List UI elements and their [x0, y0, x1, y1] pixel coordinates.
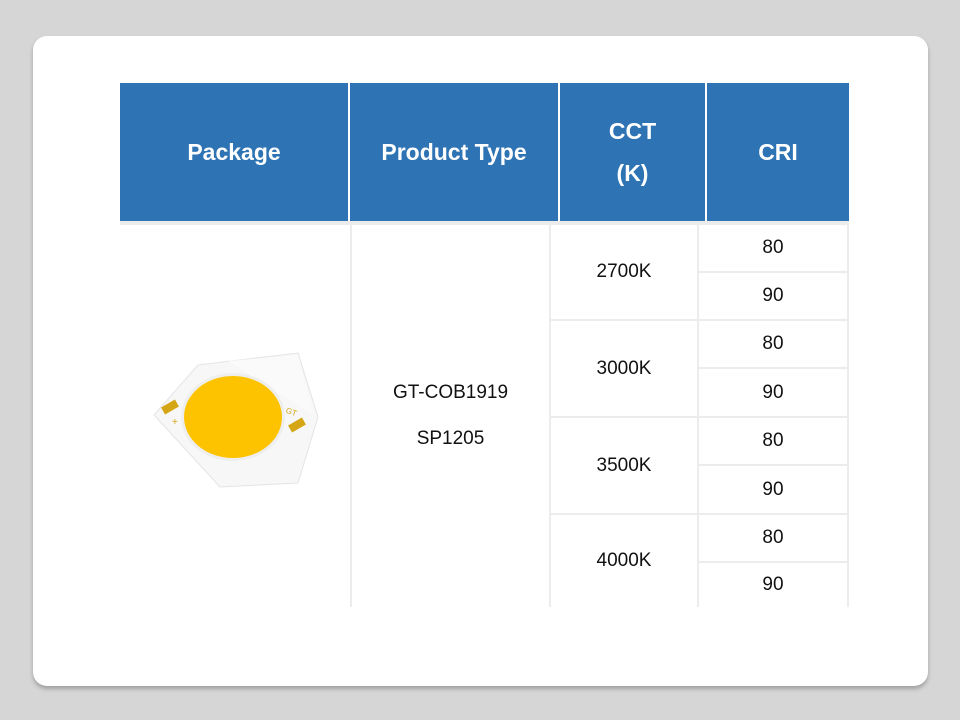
header-cct-line1: CCT [608, 118, 657, 144]
cri-cell: 80 [699, 225, 847, 271]
cri-cell: 90 [699, 273, 847, 319]
product-type-cell: GT-COB1919 SP1205 [352, 225, 549, 607]
header-cct-line2: (K) [616, 160, 649, 186]
cct-cell: 2700K [551, 225, 697, 319]
product-type-line1: GT-COB1919 [392, 382, 509, 403]
cri-cell: 90 [699, 563, 847, 607]
header-cct: CCT (K) [560, 83, 705, 221]
package-cell: + GT [120, 225, 350, 607]
cob-led-chip-icon: + GT [153, 352, 319, 488]
cct-cell: 3500K [551, 418, 697, 513]
header-cri: CRI [707, 83, 849, 221]
cri-cell: 80 [699, 515, 847, 561]
svg-text:+: + [172, 417, 178, 428]
product-type-line2: SP1205 [416, 428, 485, 449]
table-body: + GT GT-COB1919 SP1205 2700K 80 90 3000K 80 9… [120, 221, 849, 607]
header-product-type: Product Type [350, 83, 558, 221]
svg-text:GT: GT [285, 406, 299, 418]
cri-cell: 90 [699, 369, 847, 416]
cct-cell: 3000K [551, 321, 697, 416]
cct-cell: 4000K [551, 515, 697, 607]
cri-cell: 90 [699, 466, 847, 513]
cri-cell: 80 [699, 321, 847, 367]
header-package: Package [120, 83, 348, 221]
cri-cell: 80 [699, 418, 847, 464]
